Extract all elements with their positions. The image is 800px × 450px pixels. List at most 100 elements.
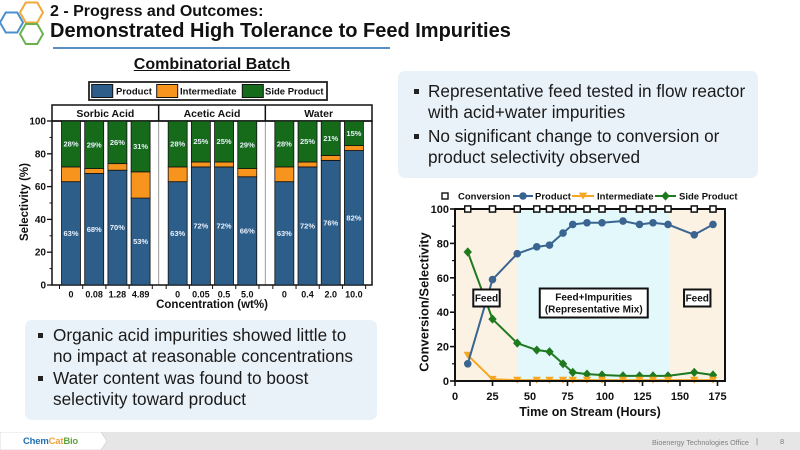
legend-box	[88, 81, 328, 101]
bar-segment-side-product	[130, 120, 151, 173]
bar-segment-side-product	[167, 120, 188, 168]
bar-segment-intermediate	[320, 155, 341, 161]
bar-label-product: 76%	[323, 218, 338, 227]
bar-label-product: 72%	[300, 222, 315, 231]
data-point-product	[532, 243, 541, 251]
bar-label-side-product: 29%	[87, 140, 102, 149]
x-tick-label: 0	[452, 391, 458, 400]
data-point-conversion	[513, 205, 521, 213]
data-point-product	[619, 217, 627, 225]
legend-label-product: Product	[535, 191, 572, 202]
data-point-conversion	[649, 205, 657, 213]
y-tick-label: 40	[437, 307, 449, 319]
brand-bio: Bio	[63, 436, 79, 447]
bar-segment-side-product	[84, 120, 105, 169]
y-tick-label: 100	[431, 204, 449, 216]
brand-cat: Cat	[48, 436, 64, 447]
bullet-text-line: product selectivity observed	[428, 146, 641, 167]
time-on-stream-line-chart: 0 20 40 60 80 100 0 25 50 75 100 125 150 175 Feed Feed+…	[431, 191, 738, 400]
bar-segment-side-product	[344, 120, 364, 147]
data-point-side-product	[463, 247, 472, 257]
bar-segment-intermediate	[237, 168, 258, 178]
brand-tab-shape	[0, 432, 108, 450]
bullet-text-line: No significant change to conversion or	[428, 126, 720, 147]
data-point-product	[513, 249, 522, 258]
bar-segment-intermediate	[61, 166, 81, 183]
page-number: 8	[780, 437, 785, 446]
data-point-conversion	[619, 205, 627, 213]
data-point-conversion	[598, 205, 606, 213]
selectivity-bar-chart: Product Intermediate Side Product Sorbic Ac…	[29, 81, 373, 300]
x-tick-label: 10.0	[345, 290, 363, 300]
legend-swatch-intermediate	[156, 84, 179, 98]
panel-header-sorbic-acid: Sorbic Acid	[76, 108, 134, 120]
data-point-intermediate	[488, 375, 497, 383]
data-point-conversion	[488, 205, 497, 213]
data-point-side-product	[558, 359, 568, 369]
bar-label-side-product: 15%	[346, 129, 361, 138]
data-point-conversion	[464, 205, 472, 213]
data-point-product	[690, 231, 699, 239]
hexagon-icon-orange	[18, 1, 45, 24]
bar-label-side-product: 28%	[170, 140, 185, 149]
bar-segment-intermediate	[107, 163, 128, 171]
bullet-square-icon	[38, 376, 43, 382]
bar-label-side-product: 26%	[110, 138, 125, 147]
series-product	[463, 217, 717, 368]
bar-label-side-product: 28%	[277, 140, 292, 149]
hexagon-icon-green	[18, 23, 45, 45]
title-underline	[53, 47, 390, 49]
data-point-side-product	[545, 347, 554, 357]
region-label-box	[683, 288, 712, 308]
bullet-text-line: Representative feed tested in flow react…	[428, 81, 746, 101]
data-point-conversion	[635, 205, 644, 213]
bar-segment-side-product	[297, 120, 318, 163]
bullet-square-icon	[414, 134, 419, 140]
data-point-product	[463, 360, 472, 368]
bar-label-product: 70%	[110, 223, 125, 232]
callout-bullet: No significant change to conversion or p…	[398, 126, 758, 168]
region-label-text: (Representative Mix)	[545, 305, 643, 316]
y-tick-label: 0	[40, 281, 46, 292]
data-point-product	[598, 218, 606, 227]
bar-label-side-product: 25%	[300, 137, 315, 146]
legend-marker-product	[519, 192, 527, 200]
x-tick-label: 0.05	[192, 290, 210, 300]
bar-label-side-product: 25%	[217, 137, 232, 146]
region-label-box	[472, 288, 501, 308]
bar-segment-intermediate	[344, 145, 364, 151]
bar-segment-side-product	[107, 120, 128, 165]
footer-bar	[0, 432, 800, 450]
y-tick-label: 60	[35, 182, 47, 193]
data-point-product	[583, 218, 591, 227]
x-tick-label: 100	[596, 391, 614, 400]
data-point-conversion	[709, 205, 717, 213]
chemcatbio-brand: ChemCatBio	[23, 436, 78, 447]
bar-segment-side-product	[274, 120, 295, 168]
legend-label-product: Product	[116, 87, 153, 98]
data-point-side-product	[488, 314, 497, 324]
legend-label-intermediate: Intermediate	[180, 87, 237, 98]
region-label-box	[538, 287, 649, 319]
y-tick-label: 20	[35, 248, 47, 259]
bar-segment-intermediate	[297, 161, 318, 168]
bar-segment-intermediate	[214, 161, 234, 168]
region-label-text: Feed+Impurities	[555, 293, 632, 304]
bar-chart-x-axis-label: Concentration (wt%)	[156, 299, 268, 311]
bullet-text-line: Organic acid impurities showed little to	[53, 325, 347, 345]
x-tick-label: 75	[561, 391, 573, 400]
bar-label-product: 53%	[133, 237, 148, 246]
data-point-conversion	[690, 205, 698, 213]
x-tick-label: 150	[671, 391, 689, 400]
region-label-text: Feed	[475, 294, 498, 305]
legend-swatch-product	[91, 84, 114, 98]
region-label-feed: Feed	[683, 288, 712, 308]
y-tick-label: 60	[437, 273, 449, 285]
y-tick-label: 100	[29, 117, 46, 128]
bar-segment-intermediate	[84, 168, 105, 174]
data-point-conversion	[583, 205, 591, 213]
hexagon-icon-blue	[0, 11, 25, 34]
x-tick-label: 0	[68, 290, 73, 300]
data-point-side-product	[513, 338, 522, 348]
data-point-side-product	[532, 345, 541, 355]
